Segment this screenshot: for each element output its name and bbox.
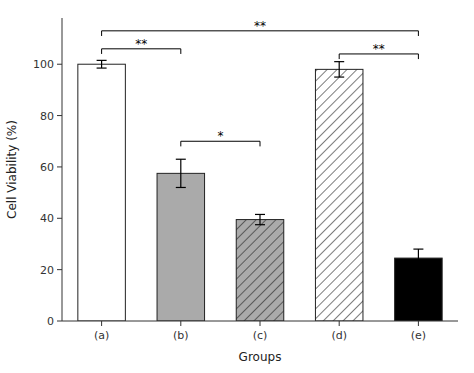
x-tick-label: (b) — [173, 329, 189, 342]
y-tick — [57, 64, 62, 65]
x-tick-label: (e) — [411, 329, 426, 342]
x-tick — [260, 321, 261, 326]
y-axis-label: Cell Viability (%) — [5, 120, 19, 219]
x-tick-label: (a) — [94, 329, 109, 342]
y-tick — [57, 218, 62, 219]
y-tick — [57, 166, 62, 167]
bar — [395, 258, 443, 321]
x-tick — [101, 321, 102, 326]
significance-label: ** — [373, 42, 385, 56]
y-tick — [57, 269, 62, 270]
bar-hatch — [315, 69, 363, 321]
y-tick-label: 20 — [40, 264, 54, 277]
y-tick-label: 0 — [47, 315, 54, 328]
significance-label: ** — [254, 19, 266, 33]
y-tick-label: 60 — [40, 161, 54, 174]
error-bar — [97, 60, 107, 68]
x-tick-label: (d) — [331, 329, 347, 342]
y-tick-label: 80 — [40, 110, 54, 123]
error-bar — [334, 62, 344, 77]
x-tick — [418, 321, 419, 326]
y-tick — [57, 321, 62, 322]
y-axis — [62, 18, 63, 321]
x-tick-label: (c) — [253, 329, 268, 342]
bar — [78, 64, 126, 321]
x-tick — [339, 321, 340, 326]
error-bar — [413, 249, 423, 267]
chart: 0 20 40 60 80 100 (a) (b) (c) (d) (e) Groups Cell Vi… — [0, 0, 474, 373]
y-tick-label: 100 — [33, 58, 54, 71]
bar-hatch — [236, 220, 284, 321]
x-tick — [180, 321, 181, 326]
significance-label: ** — [135, 37, 147, 51]
error-bar — [255, 214, 265, 224]
error-bar — [176, 159, 186, 187]
y-tick — [57, 115, 62, 116]
bar — [157, 173, 205, 321]
y-tick-label: 40 — [40, 212, 54, 225]
bar — [236, 220, 284, 321]
x-axis-label: Groups — [239, 350, 282, 364]
significance-label: * — [217, 129, 223, 143]
bars — [78, 60, 442, 321]
bar — [315, 69, 363, 321]
